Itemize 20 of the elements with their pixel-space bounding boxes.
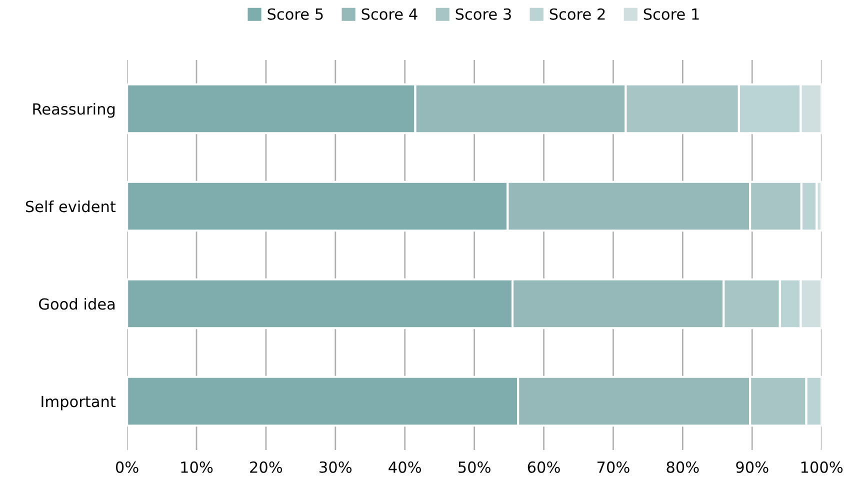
x-tick-label: 100% bbox=[801, 461, 843, 473]
y-tick-label: Self evident bbox=[26, 200, 116, 212]
legend-label: Score 2 bbox=[550, 8, 605, 20]
legend-label: Score 3 bbox=[456, 8, 511, 20]
x-tick-label: 60% bbox=[528, 461, 560, 473]
x-tick-label: 10% bbox=[181, 461, 213, 473]
x-tick-label: 20% bbox=[250, 461, 282, 473]
y-tick-label: Important bbox=[42, 396, 116, 410]
x-tick-label: 50% bbox=[458, 461, 490, 473]
x-tick-label: 40% bbox=[388, 461, 421, 473]
y-tick-label: Reassuring bbox=[33, 102, 115, 118]
x-tick-label: 30% bbox=[320, 461, 352, 473]
legend-label: Score 1 bbox=[644, 8, 699, 20]
x-tick-label: 80% bbox=[666, 461, 699, 473]
legend-label: Score 4 bbox=[362, 8, 418, 20]
x-tick-label: 0% bbox=[116, 461, 138, 473]
y-tick-label: Good idea bbox=[39, 298, 115, 310]
legend-label: Score 5 bbox=[268, 8, 323, 20]
x-tick-label: 70% bbox=[598, 461, 630, 473]
x-tick-label: 90% bbox=[736, 461, 768, 473]
